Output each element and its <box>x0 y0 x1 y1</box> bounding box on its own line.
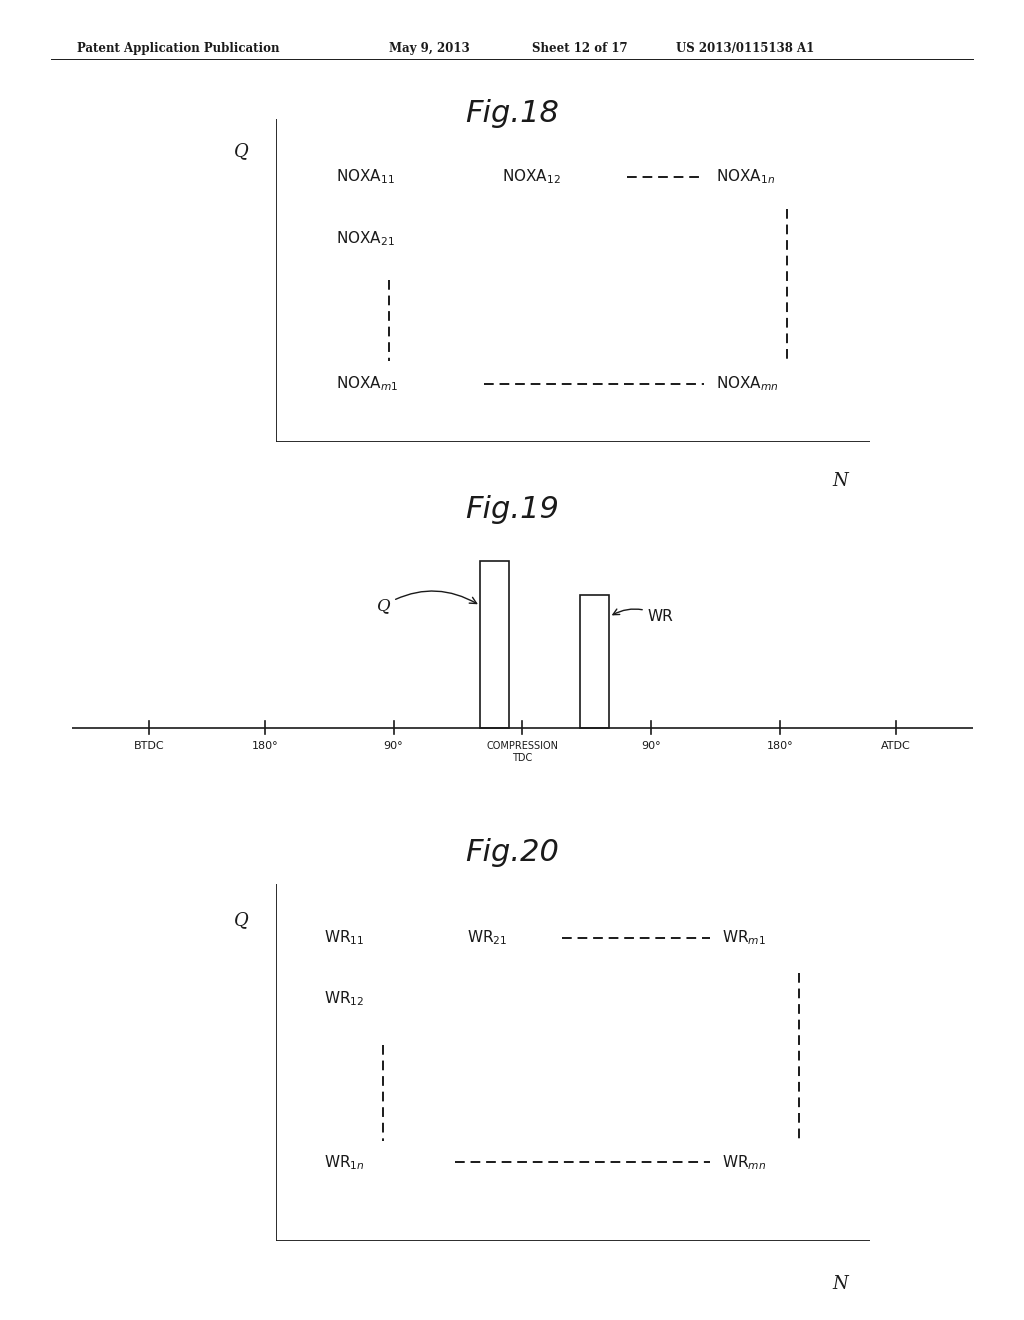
Text: NOXA$_{m1}$: NOXA$_{m1}$ <box>336 375 398 393</box>
Text: May 9, 2013: May 9, 2013 <box>389 42 470 55</box>
Text: ATDC: ATDC <box>881 741 910 751</box>
Text: WR: WR <box>613 609 674 624</box>
Text: Sheet 12 of 17: Sheet 12 of 17 <box>532 42 628 55</box>
Text: N: N <box>833 473 849 490</box>
Text: Fig.20: Fig.20 <box>465 838 559 867</box>
Text: Fig.18: Fig.18 <box>465 99 559 128</box>
Text: COMPRESSION
TDC: COMPRESSION TDC <box>486 741 558 763</box>
Text: N: N <box>833 1275 849 1292</box>
Text: Fig.19: Fig.19 <box>465 495 559 524</box>
Text: WR$_{m1}$: WR$_{m1}$ <box>722 928 766 948</box>
Text: Q: Q <box>233 143 248 160</box>
Text: US 2013/0115138 A1: US 2013/0115138 A1 <box>676 42 814 55</box>
Text: WR$_{1n}$: WR$_{1n}$ <box>324 1154 365 1172</box>
Text: Q: Q <box>377 591 476 614</box>
Text: WR$_{11}$: WR$_{11}$ <box>324 928 365 948</box>
Text: 90°: 90° <box>641 741 660 751</box>
Text: NOXA$_{mn}$: NOXA$_{mn}$ <box>716 375 779 393</box>
Text: NOXA$_{12}$: NOXA$_{12}$ <box>502 168 561 186</box>
Bar <box>480 561 509 727</box>
Text: WR$_{12}$: WR$_{12}$ <box>324 989 365 1007</box>
Text: Q: Q <box>233 911 248 929</box>
Text: 90°: 90° <box>384 741 403 751</box>
Text: Patent Application Publication: Patent Application Publication <box>77 42 280 55</box>
Text: 180°: 180° <box>252 741 279 751</box>
Text: WR$_{mn}$: WR$_{mn}$ <box>722 1154 766 1172</box>
Text: NOXA$_{21}$: NOXA$_{21}$ <box>336 230 395 248</box>
Text: NOXA$_{1n}$: NOXA$_{1n}$ <box>716 168 775 186</box>
Text: 180°: 180° <box>766 741 793 751</box>
Text: NOXA$_{11}$: NOXA$_{11}$ <box>336 168 395 186</box>
Bar <box>581 594 609 727</box>
Text: BTDC: BTDC <box>133 741 164 751</box>
Text: WR$_{21}$: WR$_{21}$ <box>467 928 507 948</box>
